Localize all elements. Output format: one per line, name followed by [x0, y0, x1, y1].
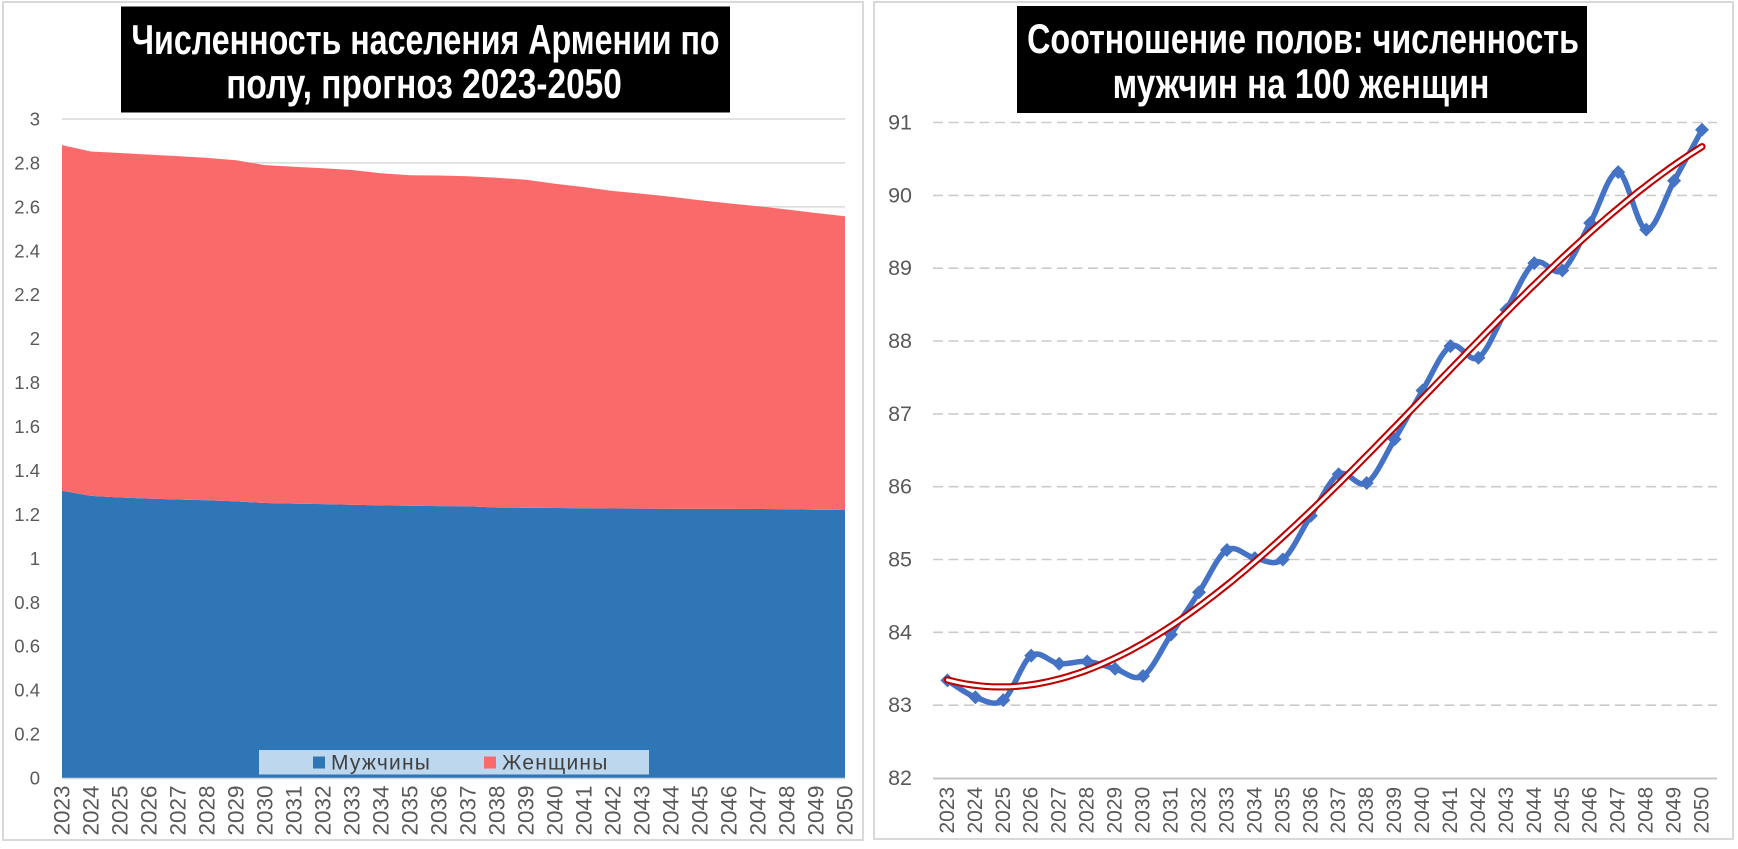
svg-text:2040: 2040 — [543, 785, 568, 835]
svg-text:2038: 2038 — [1355, 787, 1378, 834]
svg-text:82: 82 — [888, 766, 912, 790]
svg-text:2031: 2031 — [1160, 787, 1183, 834]
svg-text:2038: 2038 — [485, 785, 510, 835]
svg-text:2031: 2031 — [282, 785, 307, 835]
svg-text:2.8: 2.8 — [14, 152, 40, 173]
svg-text:2039: 2039 — [514, 785, 539, 835]
svg-text:2046: 2046 — [1579, 787, 1602, 834]
svg-text:2036: 2036 — [427, 785, 452, 835]
svg-text:2045: 2045 — [1551, 787, 1574, 834]
svg-text:0.8: 0.8 — [14, 592, 40, 613]
svg-text:1.8: 1.8 — [14, 372, 40, 393]
svg-text:2050: 2050 — [1691, 787, 1714, 834]
svg-text:2032: 2032 — [1188, 787, 1211, 834]
svg-text:2034: 2034 — [1243, 786, 1266, 833]
svg-text:2.6: 2.6 — [14, 196, 40, 217]
svg-text:2045: 2045 — [688, 785, 713, 835]
svg-text:Численность населения Армении: Численность населения Армении по — [131, 16, 719, 63]
svg-text:2042: 2042 — [601, 785, 626, 835]
svg-text:2027: 2027 — [166, 785, 191, 835]
svg-text:91: 91 — [888, 111, 912, 135]
svg-text:2047: 2047 — [746, 785, 771, 835]
svg-text:2034: 2034 — [369, 785, 394, 835]
svg-text:2024: 2024 — [964, 786, 987, 833]
svg-text:2047: 2047 — [1607, 787, 1630, 834]
svg-text:2040: 2040 — [1411, 787, 1434, 834]
svg-text:2029: 2029 — [224, 785, 249, 835]
svg-text:2023: 2023 — [936, 787, 959, 834]
svg-text:2025: 2025 — [992, 787, 1015, 834]
svg-text:2041: 2041 — [1439, 787, 1462, 834]
svg-text:2037: 2037 — [456, 785, 481, 835]
svg-text:2: 2 — [30, 328, 40, 349]
svg-text:0.2: 0.2 — [14, 724, 40, 745]
svg-text:1: 1 — [30, 548, 40, 569]
svg-text:2025: 2025 — [108, 785, 133, 835]
svg-text:полу, прогноз 2023-2050: полу, прогноз 2023-2050 — [226, 61, 622, 107]
svg-text:1.2: 1.2 — [14, 504, 40, 525]
svg-text:2028: 2028 — [195, 785, 220, 835]
svg-text:2.2: 2.2 — [14, 284, 40, 305]
svg-text:90: 90 — [888, 183, 912, 207]
svg-text:3: 3 — [30, 109, 40, 130]
svg-text:2.4: 2.4 — [14, 240, 40, 261]
svg-text:2039: 2039 — [1383, 787, 1406, 834]
svg-text:2043: 2043 — [1495, 787, 1518, 834]
svg-text:2048: 2048 — [775, 785, 800, 835]
svg-text:89: 89 — [888, 256, 912, 280]
svg-text:2024: 2024 — [79, 785, 104, 835]
svg-text:мужчин на 100 женщин: мужчин на 100 женщин — [1113, 61, 1490, 108]
svg-text:2030: 2030 — [253, 785, 278, 835]
svg-text:2049: 2049 — [1663, 787, 1686, 834]
svg-text:2026: 2026 — [1020, 787, 1043, 834]
svg-text:2033: 2033 — [1215, 787, 1238, 834]
svg-text:0: 0 — [30, 768, 40, 789]
svg-text:2046: 2046 — [717, 785, 742, 835]
svg-text:2048: 2048 — [1635, 787, 1658, 834]
svg-text:2028: 2028 — [1076, 787, 1099, 834]
svg-text:1.4: 1.4 — [14, 460, 40, 481]
svg-text:2050: 2050 — [833, 785, 858, 835]
svg-text:86: 86 — [888, 475, 912, 499]
svg-text:2037: 2037 — [1327, 787, 1350, 834]
svg-text:2026: 2026 — [137, 785, 162, 835]
svg-text:2032: 2032 — [311, 785, 336, 835]
svg-text:2035: 2035 — [1271, 787, 1294, 834]
svg-text:2042: 2042 — [1467, 787, 1490, 834]
svg-text:2044: 2044 — [1523, 786, 1546, 833]
svg-text:2044: 2044 — [659, 785, 684, 835]
svg-text:Женщины: Женщины — [502, 752, 609, 775]
svg-text:2035: 2035 — [398, 785, 423, 835]
svg-text:2027: 2027 — [1048, 787, 1071, 834]
svg-text:85: 85 — [888, 548, 912, 572]
svg-text:Мужчины: Мужчины — [331, 752, 431, 775]
svg-text:0.6: 0.6 — [14, 636, 40, 657]
svg-text:87: 87 — [888, 402, 912, 426]
svg-text:88: 88 — [888, 329, 912, 353]
svg-text:2049: 2049 — [804, 785, 829, 835]
svg-text:Соотношение полов: численность: Соотношение полов: численность — [1027, 15, 1579, 62]
svg-text:2036: 2036 — [1299, 787, 1322, 834]
svg-text:2033: 2033 — [340, 785, 365, 835]
svg-text:2023: 2023 — [50, 785, 75, 835]
svg-text:2041: 2041 — [572, 785, 597, 835]
svg-text:1.6: 1.6 — [14, 416, 40, 437]
svg-text:2043: 2043 — [630, 785, 655, 835]
svg-text:2030: 2030 — [1132, 787, 1155, 834]
svg-text:2029: 2029 — [1104, 787, 1127, 834]
svg-text:84: 84 — [888, 620, 912, 644]
svg-text:0.4: 0.4 — [14, 680, 40, 701]
svg-text:83: 83 — [888, 693, 912, 717]
